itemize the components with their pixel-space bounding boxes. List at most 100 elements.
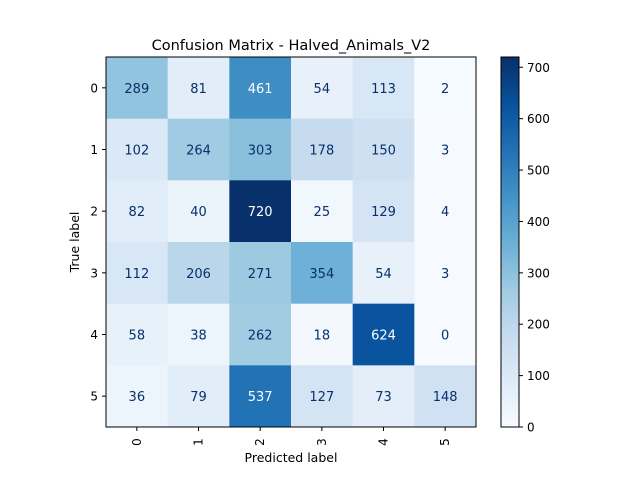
cell-value-label: 3	[441, 144, 449, 159]
heatmap-cell	[106, 303, 169, 366]
heatmap-cell	[352, 242, 415, 305]
colorbar-tick-label: 100	[527, 369, 550, 383]
cell-value-label: 206	[186, 267, 211, 282]
cell-value-label: 303	[248, 144, 273, 159]
colorbar-tick-label: 600	[527, 112, 550, 126]
y-axis-ticks: 0 1 2 3 4 5	[90, 81, 106, 404]
heatmap-cell	[352, 365, 415, 428]
y-tick-label: 0	[90, 81, 98, 95]
cell-value-label: 40	[190, 205, 207, 220]
colorbar-tick-label: 300	[527, 266, 550, 280]
heatmap-cell	[106, 180, 169, 243]
heatmap-cell	[229, 180, 292, 243]
heatmap-cell	[414, 118, 477, 181]
colorbar-gradient	[500, 56, 520, 428]
cell-value-label: 264	[186, 144, 211, 159]
heatmap-cell	[229, 303, 292, 366]
heatmap-cell	[414, 180, 477, 243]
x-tick-label: 2	[253, 438, 267, 446]
cell-value-label: 0	[441, 329, 449, 344]
colorbar-tick-label: 0	[527, 421, 535, 435]
y-tick-label: 3	[90, 266, 98, 280]
cell-value-label: 148	[433, 390, 458, 405]
heatmap-cell	[291, 57, 354, 120]
heatmap-cell	[106, 365, 169, 428]
x-tick-label: 3	[315, 438, 329, 446]
heatmap-cell	[291, 242, 354, 305]
y-tick-label: 2	[90, 205, 98, 219]
heatmap-cell	[414, 242, 477, 305]
x-tick-label: 5	[438, 438, 452, 446]
heatmap-cell	[291, 365, 354, 428]
heatmap-cell	[352, 57, 415, 120]
cell-value-label: 54	[314, 82, 331, 97]
cell-value-label: 113	[371, 82, 396, 97]
cell-value-label: 289	[124, 82, 149, 97]
heatmap-cell	[352, 118, 415, 181]
heatmap-cell	[167, 180, 230, 243]
heatmap-cell	[167, 57, 230, 120]
cell-value-label: 73	[375, 390, 392, 405]
cell-value-label: 79	[190, 390, 207, 405]
heatmap-cell	[167, 118, 230, 181]
heatmap-cell	[106, 118, 169, 181]
cell-value-label: 54	[375, 267, 392, 282]
y-axis-label: True label	[67, 212, 82, 274]
x-axis-ticks: 0 1 2 3 4 5	[130, 427, 452, 446]
cell-value-label: 150	[371, 144, 396, 159]
cell-value-label: 3	[441, 267, 449, 282]
heatmap-cell	[167, 365, 230, 428]
heatmap-cell	[291, 303, 354, 366]
cell-value-label: 25	[314, 205, 331, 220]
x-axis-label: Predicted label	[245, 450, 338, 465]
cell-value-label: 624	[371, 329, 396, 344]
x-tick-label: 1	[192, 438, 206, 446]
heatmap-cell	[229, 365, 292, 428]
colorbar-tick-label: 700	[527, 61, 550, 75]
chart-title: Confusion Matrix - Halved_Animals_V2	[152, 38, 431, 54]
heatmap-cell	[229, 57, 292, 120]
colorbar-tick-label: 400	[527, 215, 550, 229]
y-tick-label: 1	[90, 143, 98, 157]
colorbar-ticks: 0 100 200 300 400 500 600 700	[519, 61, 550, 435]
cell-value-label: 461	[248, 82, 273, 97]
x-tick-label: 4	[377, 438, 391, 446]
heatmap-cell	[229, 118, 292, 181]
cell-value-label: 354	[309, 267, 334, 282]
heatmap-cell	[352, 180, 415, 243]
heatmap-cell	[167, 303, 230, 366]
cell-value-label: 18	[314, 329, 331, 344]
heatmap-cell	[167, 242, 230, 305]
cell-value-label: 81	[190, 82, 207, 97]
heatmap-cell	[414, 365, 477, 428]
heatmap-cell	[291, 118, 354, 181]
cell-value-label: 58	[129, 329, 146, 344]
heatmap-cells	[106, 57, 477, 428]
cell-value-label: 82	[129, 205, 146, 220]
x-tick-label: 0	[130, 438, 144, 446]
y-tick-label: 4	[90, 328, 98, 342]
cell-value-label: 102	[124, 144, 149, 159]
heatmap-frame	[105, 56, 477, 428]
colorbar-tick-label: 500	[527, 164, 550, 178]
cell-value-label: 38	[190, 329, 207, 344]
heatmap-cell	[229, 242, 292, 305]
heatmap-cell	[352, 303, 415, 366]
cell-value-label: 36	[129, 390, 146, 405]
heatmap-cell	[414, 57, 477, 120]
cell-value-label: 127	[309, 390, 334, 405]
cell-value-label: 112	[124, 267, 149, 282]
cell-value-label: 537	[248, 390, 273, 405]
colorbar-tick-label: 200	[527, 318, 550, 332]
heatmap-cell	[291, 180, 354, 243]
cell-value-label: 129	[371, 205, 396, 220]
heatmap-cell	[106, 242, 169, 305]
cell-value-label: 2	[441, 82, 449, 97]
heatmap-cell	[414, 303, 477, 366]
cell-value-label: 178	[309, 144, 334, 159]
cell-value-label: 262	[248, 329, 273, 344]
cell-value-label: 271	[248, 267, 273, 282]
cell-value-label: 4	[441, 205, 449, 220]
